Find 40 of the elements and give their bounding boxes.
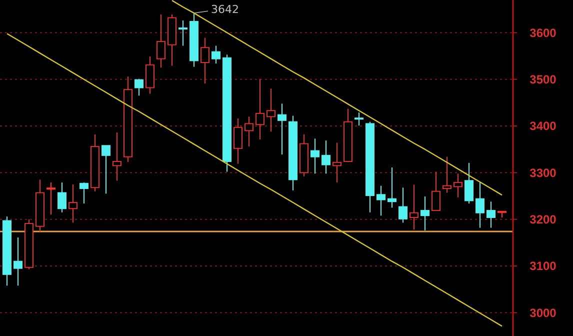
- candlestick: [200, 37, 210, 84]
- candlestick: [376, 185, 386, 216]
- candlestick: [332, 142, 342, 183]
- y-tick-label: 3400: [530, 119, 557, 134]
- candlestick: [454, 173, 462, 198]
- y-tick-label: 3600: [530, 26, 557, 40]
- candlestick: [278, 103, 286, 155]
- candlestick: [178, 20, 188, 46]
- candlestick: [156, 14, 166, 68]
- candlestick: [410, 184, 418, 230]
- candlestick: [112, 132, 122, 182]
- candlestick: [486, 201, 496, 228]
- candlestick: [58, 182, 66, 213]
- candlestick: [464, 162, 474, 204]
- candlestick: [476, 181, 484, 228]
- candlestick: [256, 78, 264, 140]
- candlestick: [46, 182, 56, 216]
- candlestick: [388, 167, 396, 208]
- y-tick-label: 3200: [530, 212, 557, 227]
- candlestick: [322, 140, 330, 174]
- candlestick: [244, 116, 254, 148]
- candlestick: [222, 54, 232, 172]
- candlestick: [14, 237, 22, 286]
- line-series: [171, 0, 503, 196]
- candlestick: [68, 184, 78, 224]
- candlestick: [300, 134, 308, 177]
- candlestick: [288, 115, 298, 191]
- y-tick-label: 3100: [530, 259, 557, 274]
- y-tick-label: 3500: [530, 72, 557, 87]
- y-tick-label: 3000: [530, 306, 557, 320]
- candlestick: [90, 134, 100, 192]
- annotation: 3642: [211, 3, 239, 16]
- candlestick: [310, 138, 320, 174]
- candlestick: [266, 88, 276, 132]
- candlestick: [354, 112, 364, 126]
- y-tick-label: 3300: [530, 166, 557, 180]
- candlestick: [420, 196, 430, 232]
- candlestick: [234, 118, 242, 164]
- line-series: [6, 33, 503, 327]
- candlestick: [146, 56, 154, 94]
